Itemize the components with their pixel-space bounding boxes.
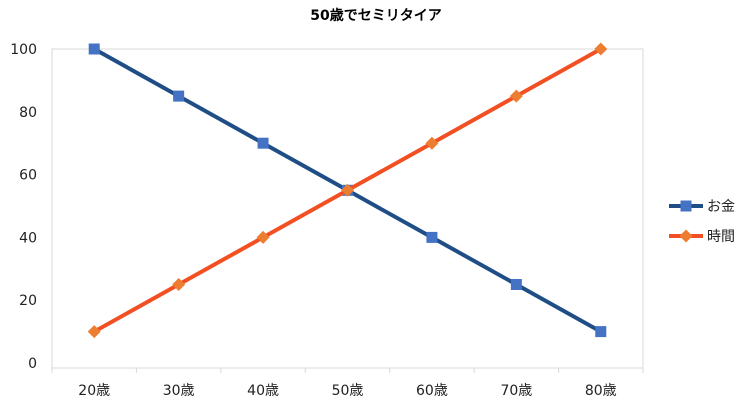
x-tick-label: 50歳 <box>332 383 364 399</box>
y-tick-label: 40 <box>19 230 37 246</box>
data-point <box>341 183 354 197</box>
x-tick-label: 70歳 <box>500 383 532 399</box>
data-point <box>426 231 438 243</box>
chart-title: 50歳でセミリタイア <box>310 7 441 24</box>
data-point <box>425 136 439 150</box>
y-tick-label: 60 <box>19 168 37 184</box>
data-point <box>594 42 608 56</box>
x-tick-label: 20歳 <box>78 383 110 399</box>
x-tick-label: 40歳 <box>247 383 279 399</box>
series-2 <box>87 42 608 339</box>
data-point <box>257 137 269 149</box>
y-tick-label: 0 <box>28 356 37 372</box>
data-point <box>87 325 101 339</box>
legend-label: お金 <box>707 199 735 215</box>
x-axis: 20歳 30歳 40歳 50歳 60歳 70歳 80歳 <box>51 368 644 399</box>
x-tick-label: 80歳 <box>585 383 617 399</box>
legend-marker <box>679 229 693 243</box>
data-point <box>510 279 522 290</box>
y-tick-label: 20 <box>19 293 37 309</box>
data-point <box>595 326 607 338</box>
series-layer <box>87 42 608 339</box>
y-tick-label: 80 <box>19 105 37 121</box>
plot-area <box>51 48 644 369</box>
legend-marker <box>680 200 692 212</box>
y-tick-label: 100 <box>10 42 37 58</box>
legend-label: 時間 <box>707 229 735 245</box>
data-point <box>88 43 100 55</box>
data-point <box>256 230 270 244</box>
x-tick-label: 30歳 <box>163 383 195 399</box>
legend-item: 時間 <box>669 229 735 245</box>
legend-item: お金 <box>669 199 735 215</box>
data-point <box>509 89 523 103</box>
data-point <box>173 90 185 102</box>
x-tick-label: 60歳 <box>416 383 448 399</box>
data-point <box>172 278 186 291</box>
y-axis: 0 20 40 60 80 100 <box>10 42 37 372</box>
